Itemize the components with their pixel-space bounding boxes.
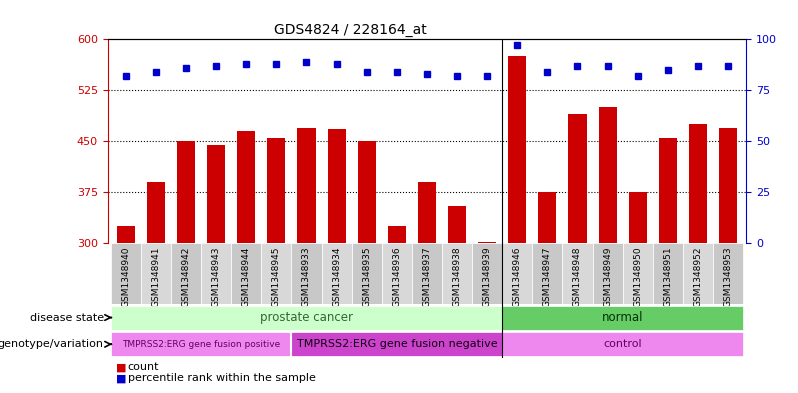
Bar	[563, 243, 593, 304]
Text: GSM1348934: GSM1348934	[332, 246, 341, 307]
Text: GSM1348936: GSM1348936	[393, 246, 401, 307]
Text: GSM1348938: GSM1348938	[452, 246, 461, 307]
Bar	[111, 332, 291, 356]
Title: GDS4824 / 228164_at: GDS4824 / 228164_at	[274, 23, 427, 37]
Bar	[418, 182, 436, 393]
Bar	[412, 243, 442, 304]
Text: GSM1348946: GSM1348946	[513, 246, 522, 307]
Bar	[719, 128, 737, 393]
Text: GSM1348947: GSM1348947	[543, 246, 552, 307]
Bar	[267, 138, 286, 393]
Text: GSM1348937: GSM1348937	[422, 246, 432, 307]
Text: control: control	[603, 339, 642, 349]
Text: GSM1348951: GSM1348951	[663, 246, 673, 307]
Bar	[117, 226, 135, 393]
Text: GSM1348943: GSM1348943	[211, 246, 220, 307]
Text: GSM1348948: GSM1348948	[573, 246, 582, 307]
Bar	[508, 56, 527, 393]
Bar	[598, 107, 617, 393]
Bar	[539, 192, 556, 393]
Text: GSM1348939: GSM1348939	[483, 246, 492, 307]
Bar	[689, 124, 707, 393]
Bar	[659, 138, 677, 393]
Text: disease state: disease state	[30, 312, 104, 323]
Bar	[207, 145, 225, 393]
Bar	[111, 305, 502, 330]
Text: GSM1348944: GSM1348944	[242, 246, 251, 307]
Bar	[568, 114, 587, 393]
Text: count: count	[128, 362, 159, 372]
Bar	[171, 243, 201, 304]
Bar	[593, 243, 622, 304]
Text: genotype/variation: genotype/variation	[0, 339, 104, 349]
Bar	[261, 243, 291, 304]
Bar	[502, 332, 743, 356]
Bar	[327, 129, 346, 393]
Text: GSM1348941: GSM1348941	[152, 246, 160, 307]
Text: GSM1348933: GSM1348933	[302, 246, 311, 307]
Bar	[111, 243, 141, 304]
Bar	[141, 243, 171, 304]
Text: GSM1348940: GSM1348940	[121, 246, 130, 307]
Text: TMPRSS2:ERG gene fusion positive: TMPRSS2:ERG gene fusion positive	[122, 340, 280, 349]
Text: ■: ■	[116, 362, 126, 372]
Text: TMPRSS2:ERG gene fusion negative: TMPRSS2:ERG gene fusion negative	[297, 339, 497, 349]
Bar	[448, 206, 466, 393]
Bar	[352, 243, 381, 304]
Bar	[502, 243, 532, 304]
Text: prostate cancer: prostate cancer	[260, 311, 353, 324]
Text: ■: ■	[116, 373, 126, 383]
Text: GSM1348950: GSM1348950	[634, 246, 642, 307]
Text: GSM1348953: GSM1348953	[724, 246, 733, 307]
Bar	[472, 243, 502, 304]
Bar	[201, 243, 231, 304]
Bar	[381, 243, 412, 304]
Bar	[683, 243, 713, 304]
Text: GSM1348942: GSM1348942	[181, 246, 191, 307]
Bar	[532, 243, 563, 304]
Text: GSM1348949: GSM1348949	[603, 246, 612, 307]
Bar	[322, 243, 352, 304]
Bar	[502, 305, 743, 330]
Bar	[177, 141, 195, 393]
Bar	[713, 243, 743, 304]
Bar	[622, 243, 653, 304]
Bar	[291, 332, 502, 356]
Text: normal: normal	[602, 311, 643, 324]
Bar	[147, 182, 165, 393]
Bar	[388, 226, 406, 393]
Bar	[358, 141, 376, 393]
Text: percentile rank within the sample: percentile rank within the sample	[128, 373, 315, 383]
Bar	[231, 243, 261, 304]
Bar	[653, 243, 683, 304]
Bar	[291, 243, 322, 304]
Text: GSM1348935: GSM1348935	[362, 246, 371, 307]
Bar	[442, 243, 472, 304]
Bar	[478, 242, 496, 393]
Text: GSM1348952: GSM1348952	[693, 246, 702, 307]
Text: GSM1348945: GSM1348945	[272, 246, 281, 307]
Bar	[298, 128, 315, 393]
Bar	[629, 192, 646, 393]
Bar	[237, 131, 255, 393]
